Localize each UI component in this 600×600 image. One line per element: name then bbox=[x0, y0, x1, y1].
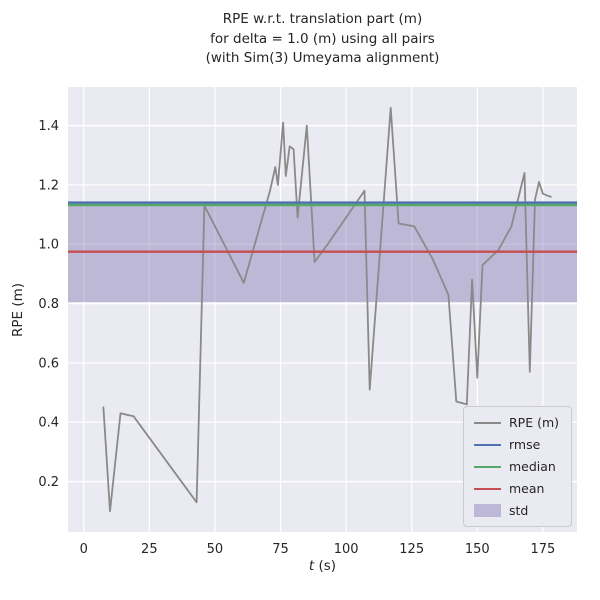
y-axis-label: RPE (m) bbox=[10, 282, 26, 338]
legend-item-label: std bbox=[508, 503, 529, 518]
legend-item-rmse: rmse bbox=[473, 437, 559, 452]
y-tick-label: 1.4 bbox=[38, 119, 59, 134]
legend-item-std: std bbox=[473, 503, 559, 518]
x-tick-label: 125 bbox=[399, 542, 424, 557]
legend-item-label: mean bbox=[508, 481, 545, 496]
x-tick-label: 100 bbox=[334, 542, 359, 557]
y-tick-label: 1.0 bbox=[38, 238, 59, 253]
rpe-line bbox=[102, 106, 552, 513]
y-tick-label: 0.2 bbox=[38, 475, 59, 490]
x-tick-label: 75 bbox=[272, 542, 289, 557]
legend-item-label: RPE (m) bbox=[508, 415, 559, 430]
x-tick-label: 175 bbox=[530, 542, 555, 557]
legend-item-mean: mean bbox=[473, 481, 559, 496]
median-swatch bbox=[473, 465, 501, 468]
x-tick-label: 0 bbox=[80, 542, 88, 557]
x-axis-label-variable: t bbox=[308, 558, 315, 574]
x-tick-label: 50 bbox=[207, 542, 224, 557]
y-tick-label: 0.4 bbox=[38, 416, 59, 431]
y-tick-label: 0.8 bbox=[38, 297, 59, 312]
rpe-swatch bbox=[473, 421, 501, 424]
legend-item-rpe: RPE (m) bbox=[473, 415, 559, 430]
legend-item-median: median bbox=[473, 459, 559, 474]
y-tick-label: 0.6 bbox=[38, 356, 59, 371]
rmse-swatch bbox=[473, 443, 501, 446]
mean-swatch bbox=[473, 487, 501, 490]
chart-title: RPE w.r.t. translation part (m) for delt… bbox=[205, 11, 440, 67]
legend-item-label: rmse bbox=[508, 437, 541, 452]
x-axis-label-unit: (s) bbox=[314, 558, 337, 574]
std-swatch bbox=[473, 504, 501, 517]
legend: RPE (m) rmse median mean std bbox=[462, 406, 572, 527]
x-tick-label: 150 bbox=[465, 542, 490, 557]
y-tick-label: 1.2 bbox=[38, 178, 59, 193]
x-tick-label: 25 bbox=[141, 542, 158, 557]
legend-item-label: median bbox=[508, 459, 556, 474]
x-axis-label: t (s) bbox=[68, 558, 577, 574]
